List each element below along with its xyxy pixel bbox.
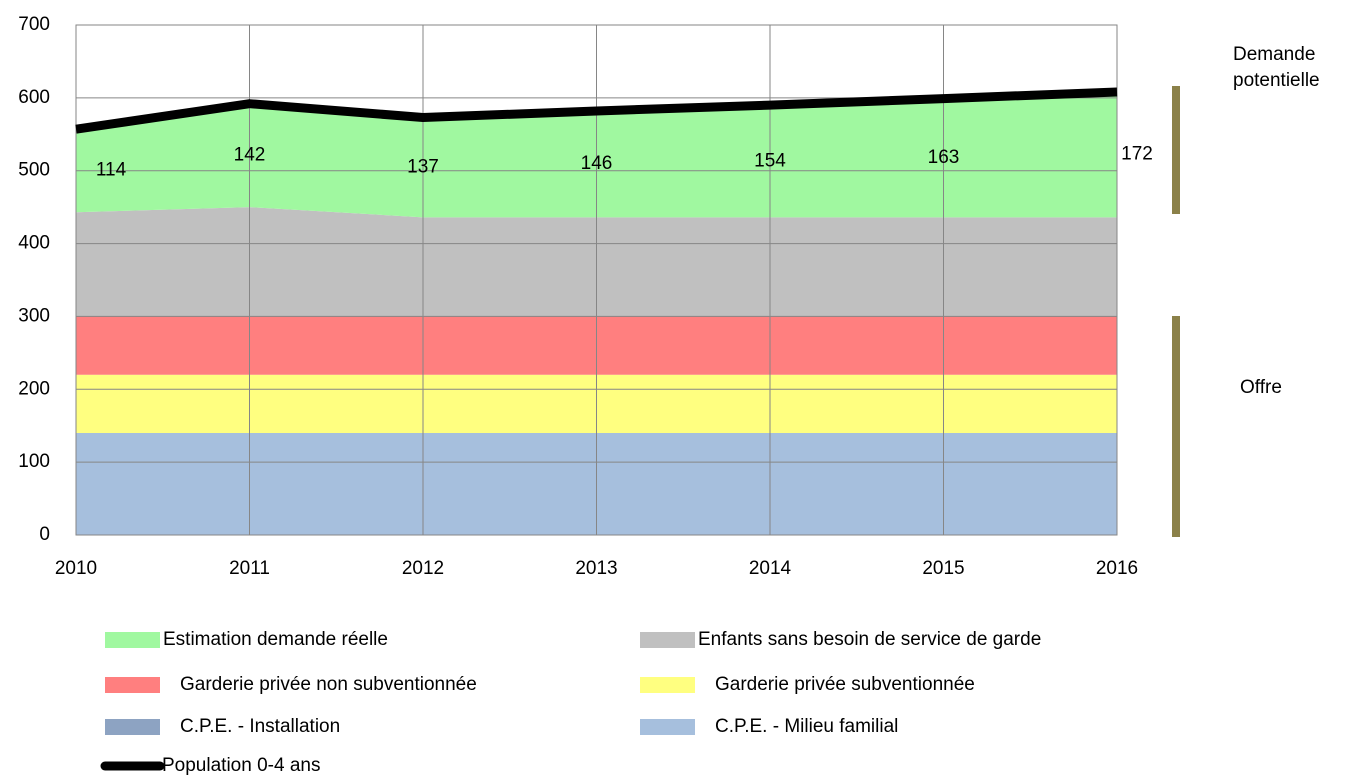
- y-tick-label: 600: [18, 87, 50, 108]
- data-label: 172: [1121, 144, 1153, 165]
- legend-swatch: [640, 632, 695, 648]
- legend-swatch: [640, 719, 695, 735]
- data-label: 154: [754, 150, 786, 171]
- legend-label: Enfants sans besoin de service de garde: [698, 629, 1041, 650]
- legend-label: C.P.E. - Installation: [180, 716, 340, 737]
- y-tick-label: 300: [18, 305, 50, 326]
- x-tick-label: 2015: [922, 558, 964, 579]
- legend-label: Garderie privée subventionnée: [715, 674, 975, 695]
- legend-label: C.P.E. - Milieu familial: [715, 716, 898, 737]
- x-tick-label: 2016: [1096, 558, 1138, 579]
- x-tick-label: 2014: [749, 558, 792, 579]
- legend-label: Population 0-4 ans: [162, 755, 320, 775]
- annotation: Demande potentielle: [1233, 44, 1320, 91]
- data-label: 142: [234, 144, 266, 165]
- data-label: 146: [581, 153, 613, 174]
- y-tick-label: 400: [18, 233, 50, 254]
- annotation: Offre: [1240, 377, 1282, 398]
- x-tick-label: 2011: [229, 558, 270, 579]
- y-tick-label: 0: [39, 524, 50, 545]
- data-label: 114: [96, 160, 127, 181]
- x-tick-label: 2012: [402, 558, 444, 579]
- x-tick-label: 2010: [55, 558, 97, 579]
- x-tick-label: 2013: [575, 558, 617, 579]
- data-label: 163: [928, 147, 960, 168]
- legend-label: Estimation demande réelle: [163, 629, 388, 650]
- y-tick-label: 700: [18, 14, 50, 35]
- y-tick-label: 100: [18, 451, 50, 472]
- line: [75, 87, 1118, 134]
- legend-swatch: [105, 632, 160, 648]
- y-tick-label: 200: [18, 378, 50, 399]
- data-label: 137: [407, 156, 439, 177]
- plot-border: [75, 24, 1118, 536]
- legend-swatch: [640, 677, 695, 693]
- legend-swatch: [105, 677, 160, 693]
- legend-swatch: [105, 719, 160, 735]
- y-tick-label: 500: [18, 160, 50, 181]
- legend-label: Garderie privée non subventionnée: [180, 674, 477, 695]
